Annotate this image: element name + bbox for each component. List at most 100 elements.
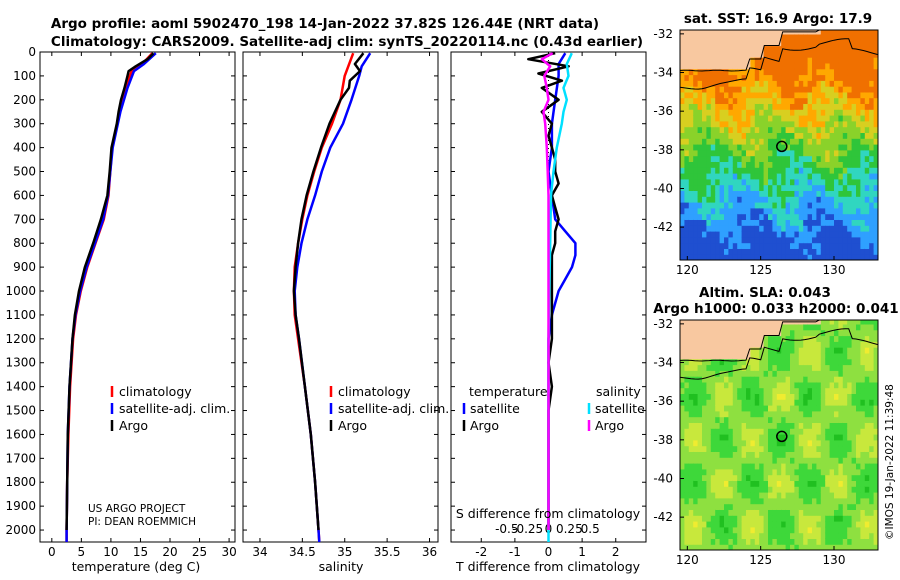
data-cell bbox=[864, 347, 870, 354]
data-cell bbox=[724, 405, 729, 412]
data-cell bbox=[688, 219, 694, 226]
data-cell bbox=[869, 97, 875, 104]
data-cell bbox=[732, 532, 738, 539]
data-cell bbox=[768, 248, 773, 255]
data-cell bbox=[838, 248, 844, 255]
data-cell bbox=[715, 109, 721, 116]
data-cell bbox=[741, 74, 747, 81]
data-cell bbox=[794, 503, 800, 510]
data-cell bbox=[715, 364, 721, 371]
data-cell bbox=[776, 335, 782, 342]
data-cell bbox=[741, 68, 747, 76]
map-y-tick-label: -36 bbox=[653, 104, 673, 118]
data-cell bbox=[750, 451, 756, 458]
data-cell bbox=[776, 45, 782, 52]
data-cell bbox=[807, 428, 813, 435]
data-cell bbox=[869, 497, 875, 505]
land-cell bbox=[697, 341, 703, 348]
data-cell bbox=[746, 184, 751, 191]
data-cell bbox=[785, 126, 791, 133]
sst-map-frame bbox=[679, 29, 879, 261]
data-cell bbox=[851, 387, 857, 394]
data-cell bbox=[851, 254, 857, 260]
data-cell bbox=[790, 33, 795, 41]
data-cell bbox=[776, 225, 782, 232]
land-cell bbox=[697, 320, 703, 325]
data-cell bbox=[829, 51, 835, 58]
data-cell bbox=[790, 364, 795, 371]
data-cell bbox=[825, 439, 831, 447]
y-tick-label: 2000 bbox=[5, 523, 36, 537]
data-cell bbox=[864, 97, 870, 104]
data-cell bbox=[794, 428, 800, 435]
data-cell bbox=[842, 393, 848, 400]
data-cell bbox=[754, 219, 760, 226]
land-cell bbox=[750, 45, 756, 52]
x-tick-label: 2 bbox=[612, 545, 620, 559]
data-cell bbox=[864, 62, 870, 70]
data-cell bbox=[750, 190, 756, 197]
data-cell bbox=[697, 149, 703, 157]
data-cell bbox=[737, 161, 743, 168]
data-cell bbox=[794, 515, 800, 522]
data-cell bbox=[715, 126, 721, 133]
data-cell bbox=[873, 138, 878, 145]
data-cell bbox=[847, 86, 853, 93]
land-cell bbox=[715, 33, 721, 41]
data-cell bbox=[842, 138, 848, 145]
data-cell bbox=[834, 503, 839, 510]
data-cell bbox=[732, 387, 738, 394]
data-cell bbox=[759, 399, 765, 406]
data-cell bbox=[719, 190, 725, 197]
data-cell bbox=[873, 544, 878, 550]
data-cell bbox=[820, 451, 826, 458]
data-cell bbox=[741, 115, 747, 122]
data-cell bbox=[724, 544, 729, 550]
data-cell bbox=[825, 236, 831, 244]
data-cell bbox=[816, 39, 822, 47]
data-cell bbox=[759, 515, 765, 522]
data-cell bbox=[842, 202, 848, 209]
data-cell bbox=[710, 115, 716, 122]
data-cell bbox=[829, 422, 835, 429]
data-cell bbox=[851, 341, 857, 348]
data-cell bbox=[807, 97, 813, 104]
data-cell bbox=[706, 544, 712, 550]
data-cell bbox=[825, 242, 831, 249]
data-cell bbox=[842, 509, 848, 516]
data-cell bbox=[847, 196, 853, 203]
data-cell bbox=[794, 45, 800, 52]
data-cell bbox=[860, 451, 866, 458]
data-cell bbox=[838, 62, 844, 70]
land-cell bbox=[759, 33, 765, 41]
data-cell bbox=[798, 86, 804, 93]
data-cell bbox=[737, 184, 743, 191]
data-cell bbox=[790, 120, 795, 128]
data-cell bbox=[864, 225, 870, 232]
land-cell bbox=[741, 329, 747, 337]
data-cell bbox=[759, 428, 765, 435]
data-cell bbox=[754, 428, 760, 435]
data-cell bbox=[785, 405, 791, 412]
land-cell bbox=[688, 320, 694, 325]
data-cell bbox=[680, 149, 685, 157]
data-cell bbox=[829, 320, 835, 325]
data-cell bbox=[851, 62, 857, 70]
data-cell bbox=[724, 190, 729, 197]
data-cell bbox=[772, 68, 778, 76]
data-cell bbox=[807, 33, 813, 41]
data-cell bbox=[710, 422, 716, 429]
data-cell bbox=[869, 538, 875, 545]
data-cell bbox=[812, 68, 817, 76]
data-cell bbox=[702, 115, 707, 122]
data-cell bbox=[776, 184, 782, 191]
data-cell bbox=[847, 248, 853, 255]
data-cell bbox=[825, 196, 831, 203]
data-cell bbox=[851, 515, 857, 522]
data-cell bbox=[798, 97, 804, 104]
data-cell bbox=[693, 370, 699, 377]
land-cell bbox=[719, 341, 725, 348]
data-cell bbox=[812, 45, 817, 52]
data-cell bbox=[829, 115, 835, 122]
data-cell bbox=[820, 526, 826, 534]
